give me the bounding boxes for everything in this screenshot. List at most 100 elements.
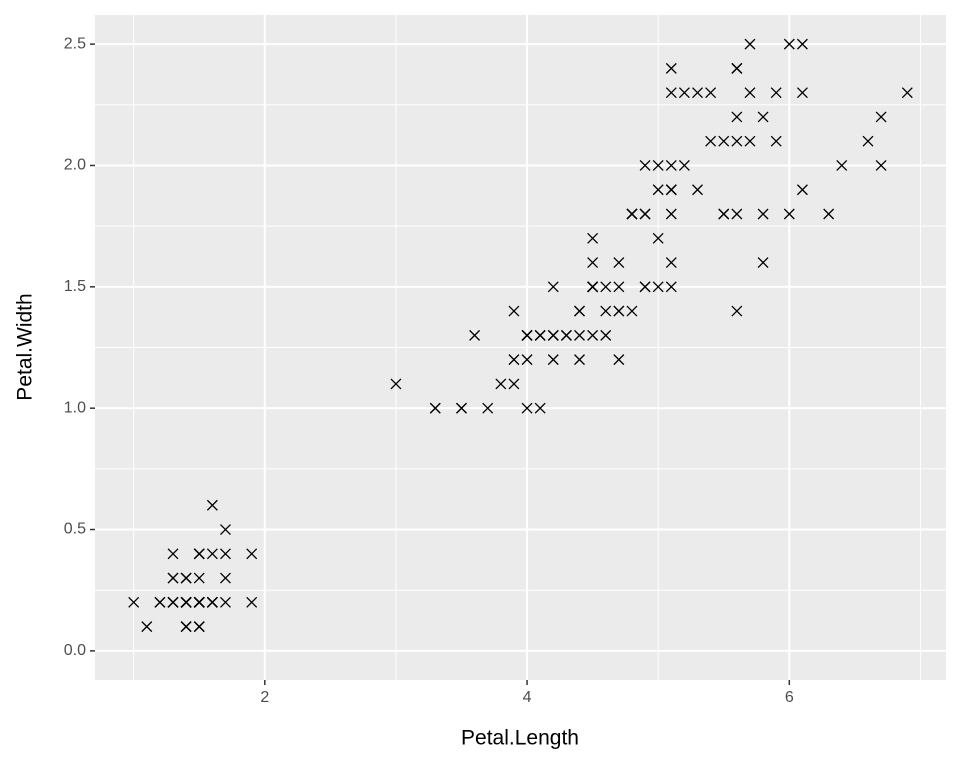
point (547, 281, 559, 293)
point (246, 548, 258, 560)
point (220, 548, 231, 560)
point (639, 160, 651, 171)
point (678, 87, 690, 99)
point (547, 329, 559, 341)
point (587, 232, 599, 244)
point (613, 354, 625, 366)
point (626, 208, 638, 220)
point (875, 160, 887, 171)
point (731, 305, 743, 317)
point (718, 208, 730, 220)
point (154, 596, 166, 608)
point (587, 281, 599, 293)
point (613, 281, 625, 293)
point (167, 548, 179, 560)
point (783, 38, 795, 50)
point (521, 329, 533, 341)
point (639, 208, 651, 220)
point (206, 596, 218, 608)
point (220, 524, 231, 535)
point (665, 257, 677, 269)
point (574, 329, 585, 341)
point (770, 135, 782, 147)
point (587, 329, 599, 341)
point (652, 232, 664, 244)
point (587, 257, 599, 269)
point (534, 402, 546, 414)
point (665, 184, 677, 196)
point (521, 354, 533, 366)
point (574, 354, 585, 366)
point (167, 596, 179, 608)
point (246, 596, 258, 608)
point (665, 62, 677, 74)
point (770, 87, 782, 99)
point (600, 305, 612, 317)
x-tick-label: 4 (523, 689, 532, 706)
point (220, 596, 231, 608)
point (731, 62, 743, 74)
point (390, 378, 402, 390)
point (875, 111, 887, 123)
point (665, 160, 677, 171)
point (796, 38, 808, 50)
y-tick-label: 2.0 (64, 157, 86, 174)
point (206, 499, 218, 511)
point (560, 329, 572, 341)
point (652, 281, 664, 293)
point (705, 87, 717, 99)
y-tick-label: 0.0 (64, 642, 86, 659)
point (534, 329, 546, 341)
point (193, 548, 205, 560)
point (482, 402, 494, 414)
point (613, 257, 625, 269)
y-tick-label: 0.5 (64, 521, 86, 538)
point (180, 621, 192, 633)
point (456, 402, 467, 414)
point (600, 329, 612, 341)
point (193, 621, 205, 633)
point (180, 596, 192, 608)
point (193, 596, 205, 608)
point (495, 378, 507, 390)
point (678, 160, 690, 171)
point (731, 135, 743, 147)
point (757, 257, 769, 269)
point (469, 329, 481, 341)
y-tick-label: 1.0 (64, 399, 86, 416)
point (665, 87, 677, 99)
point (128, 596, 140, 608)
point (665, 208, 677, 220)
point (639, 281, 651, 293)
point (613, 305, 625, 317)
point (652, 184, 664, 196)
point (718, 135, 730, 147)
point (862, 135, 874, 147)
point (836, 160, 848, 171)
point (731, 111, 743, 123)
point (692, 87, 703, 99)
point (508, 378, 520, 390)
point (220, 572, 231, 584)
point (141, 621, 153, 633)
y-axis-title: Petal.Width (14, 293, 37, 400)
point (823, 208, 835, 220)
y-tick-label: 2.5 (64, 35, 86, 52)
point (757, 111, 769, 123)
point (757, 208, 769, 220)
point (744, 87, 756, 99)
point (783, 208, 795, 220)
point (626, 305, 638, 317)
point (193, 572, 205, 584)
point (180, 572, 192, 584)
point (508, 305, 520, 317)
y-tick-label: 1.5 (64, 278, 86, 295)
point (665, 281, 677, 293)
point (652, 160, 664, 171)
point (692, 184, 703, 196)
x-axis-title: Petal.Length (461, 727, 579, 750)
point (206, 548, 218, 560)
point (796, 87, 808, 99)
point (574, 305, 585, 317)
